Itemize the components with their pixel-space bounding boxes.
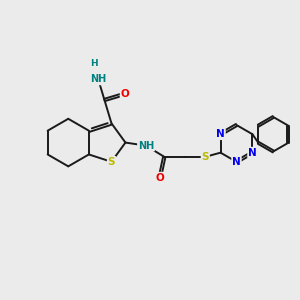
Text: NH: NH <box>138 141 154 151</box>
Text: O: O <box>121 89 129 99</box>
Text: NH: NH <box>90 74 106 85</box>
Text: N: N <box>248 148 257 158</box>
Text: H: H <box>90 59 98 68</box>
Text: N: N <box>232 157 241 167</box>
Text: O: O <box>155 172 164 183</box>
Text: S: S <box>202 152 209 162</box>
Text: S: S <box>108 157 115 167</box>
Text: N: N <box>216 129 225 139</box>
